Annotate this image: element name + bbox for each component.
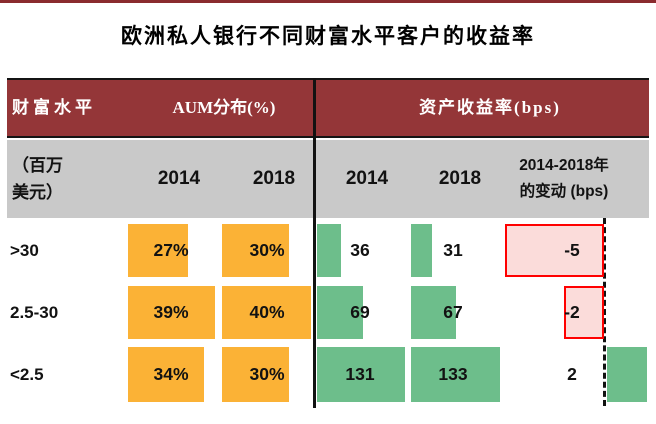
return-2014-value: 36 [350, 240, 370, 260]
change-header-line-1: 2014-2018年 [519, 157, 609, 174]
table-subheader: （百万 美元） 2014 2018 2014 2018 2014-2018年 的… [7, 140, 649, 218]
aum-2018-bar [222, 224, 289, 277]
aum-2014-value: 27% [153, 240, 189, 260]
return-2018-value: 133 [438, 364, 468, 384]
aum-2014-bar [128, 347, 204, 402]
return-2018-value: 67 [443, 302, 463, 322]
header-asset-returns: 资产收益率(bps) [419, 98, 561, 117]
table-header: 财富水平 AUM分布(%) 资产收益率(bps) [7, 78, 649, 138]
section-divider-line [313, 78, 316, 408]
col-header-aum-2014: 2014 [157, 168, 201, 189]
aum-2014-value: 34% [153, 364, 189, 384]
col-header-ret-2014: 2014 [345, 168, 389, 189]
aum-2018-value: 40% [249, 302, 285, 322]
change-negative-box [564, 286, 604, 339]
change-negative-box [505, 224, 604, 277]
return-2014-bar [317, 224, 341, 277]
return-2018-value: 31 [443, 240, 463, 260]
wealth-label: >30 [10, 240, 39, 260]
return-2014-value: 69 [350, 302, 370, 322]
aum-2014-value: 39% [153, 302, 189, 322]
aum-2018-value: 30% [249, 364, 285, 384]
col-header-aum-2018: 2018 [252, 168, 296, 189]
return-2014-value: 131 [345, 364, 375, 384]
col-header-ret-2018: 2018 [438, 168, 482, 189]
return-2018-bar [411, 224, 432, 277]
top-rule [0, 0, 656, 3]
unit-line-2: 美元） [12, 183, 63, 202]
table-row: 2.5-30 39% 40% 69 67 -2 [0, 286, 656, 339]
return-2014-bar [317, 286, 363, 339]
col-header-change: 2014-2018年 的变动 (bps) [478, 153, 650, 205]
wealth-label: <2.5 [10, 364, 44, 384]
unit-line-1: （百万 [12, 156, 63, 175]
zero-axis-dashed-line [603, 218, 606, 406]
aum-2014-bar [128, 286, 215, 339]
table-row: >30 27% 30% 36 31 -5 [0, 224, 656, 277]
aum-2018-value: 30% [249, 240, 285, 260]
change-header-line-2: 的变动 (bps) [519, 183, 609, 200]
change-value: -2 [564, 302, 580, 322]
change-value: -5 [564, 240, 580, 260]
return-2018-bar [411, 286, 456, 339]
header-aum-distribution: AUM分布(%) [172, 98, 276, 117]
table-row: <2.5 34% 30% 131 133 2 [0, 347, 656, 402]
change-value: 2 [567, 364, 577, 384]
aum-2018-bar [222, 347, 289, 402]
change-positive-box [607, 347, 647, 402]
wealth-label: 2.5-30 [10, 302, 59, 322]
aum-2018-bar [222, 286, 311, 339]
aum-2014-bar [128, 224, 188, 277]
unit-label: （百万 美元） [12, 152, 63, 206]
header-wealth-level: 财富水平 [12, 98, 96, 117]
page-title: 欧洲私人银行不同财富水平客户的收益率 [121, 24, 535, 48]
return-2014-bar [317, 347, 405, 402]
return-2018-bar [411, 347, 500, 402]
